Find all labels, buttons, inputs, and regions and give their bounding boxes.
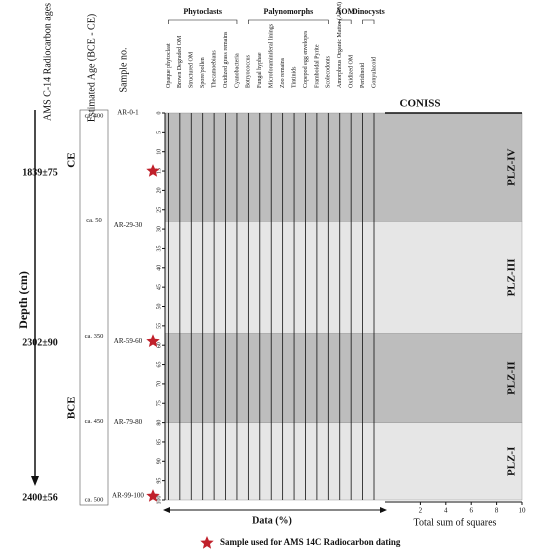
y-tick-label: 90 — [156, 458, 162, 464]
dated-sample-star — [146, 164, 160, 177]
column-label: Zoo remains — [280, 57, 286, 88]
estimated-age: ca. 450 — [85, 418, 104, 425]
group-bracket — [248, 19, 329, 24]
data-arrowhead-left — [163, 507, 170, 513]
estimated-age: ca. 50 — [86, 217, 102, 224]
data-arrowhead-right — [380, 507, 387, 513]
x-label: Data (%) — [252, 515, 292, 526]
column-label: Gonyulacoid — [371, 57, 377, 88]
y-tick-label: 45 — [156, 284, 162, 290]
x-tick-label: 4 — [444, 507, 448, 515]
y-tick-label: 15 — [156, 168, 162, 174]
y-tick-label: 20 — [156, 187, 162, 193]
sample-title: Sample no. — [118, 48, 129, 93]
zone-label: PLZ-II — [506, 361, 518, 395]
zone — [164, 221, 523, 334]
group-label: AOM — [336, 7, 356, 16]
zone-label: PLZ-IV — [506, 148, 518, 185]
sample-label: AR-0-1 — [117, 109, 139, 117]
coniss-title: CONISS — [400, 98, 441, 110]
y-tick-label: 30 — [156, 226, 162, 232]
y-tick-label: 40 — [156, 265, 162, 271]
y-tick-label: 100 — [156, 496, 162, 505]
zone — [164, 422, 523, 501]
column-label: Opaque phytoclast — [166, 43, 172, 88]
dated-sample-star — [146, 334, 160, 347]
estimated-age: ca. 400 — [85, 112, 104, 119]
column-label: Cyanobacteria — [234, 53, 240, 88]
group-bracket — [339, 19, 352, 24]
group-label: Phytoclasts — [183, 7, 222, 16]
column-label: Peridinoid — [360, 63, 366, 88]
sample-label: AR-59-60 — [114, 337, 143, 345]
y-tick-label: 80 — [156, 420, 162, 426]
era-label: CE — [66, 152, 78, 167]
x-tick-label: 2 — [419, 507, 423, 515]
y-tick-label: 50 — [156, 304, 162, 310]
sample-label: AR-99-100 — [112, 492, 144, 500]
column-label: Fungal hyphae — [257, 52, 263, 88]
dated-sample-star — [146, 489, 160, 502]
y-tick-label: 60 — [156, 342, 162, 348]
column-label: Microforaminiferal linings — [268, 23, 275, 88]
age-label: 1839±75 — [22, 167, 58, 178]
estimated-age: ca. 350 — [85, 333, 104, 340]
age-axis-title: AMS C-14 Radiocarbon ages — [42, 3, 53, 121]
column-label: Structured OM — [189, 51, 195, 88]
estimated-age-title: Estimated Age (BCE - CE) — [86, 14, 97, 122]
y-tick-label: 85 — [156, 439, 162, 445]
y-tick-label: 0 — [156, 112, 162, 115]
y-tick-label: 95 — [156, 478, 162, 484]
age-label: 2302±90 — [22, 338, 58, 349]
y-tick-label: 65 — [156, 362, 162, 368]
column-label: Oxidized grass remains — [223, 31, 229, 88]
column-label: Tintinids — [291, 66, 297, 88]
column-label: Amorphous Organic Matter (AOM) — [336, 2, 343, 88]
legend-label: Sample used for AMS 14C Radiocarbon dati… — [220, 537, 401, 547]
era-label: BCE — [66, 396, 78, 419]
y-tick-label: 75 — [156, 400, 162, 406]
zone-label: PLZ-III — [506, 259, 518, 297]
column-label: Thecamoebians — [211, 50, 217, 88]
sample-label: AR-29-30 — [114, 221, 143, 229]
group-label: Palynomorphs — [263, 7, 313, 16]
sample-label: AR-79-80 — [114, 418, 143, 426]
column-label: Botryococcus — [246, 54, 252, 88]
zone — [164, 333, 523, 423]
age-label: 2400±56 — [22, 492, 58, 503]
column-label: Framboidal Pyrite — [314, 44, 320, 88]
column-label: Oxidized OM — [349, 54, 355, 88]
y-tick-label: 25 — [156, 207, 162, 213]
legend-star — [200, 536, 214, 549]
depth-arrowhead — [31, 476, 39, 486]
group-label: Dinocysts — [352, 7, 385, 16]
depth-label: Depth (cm) — [16, 271, 30, 329]
zone — [164, 112, 523, 222]
zone-label: PLZ-I — [506, 447, 518, 476]
x-tick-label: 10 — [519, 507, 527, 515]
y-tick-label: 5 — [156, 131, 162, 134]
column-label: Brown Degraded OM — [177, 35, 183, 88]
x-tick-label: 6 — [469, 507, 473, 515]
coniss-xlabel: Total sum of squares — [414, 517, 497, 528]
column-label: Scolecodonts — [326, 55, 332, 88]
estimated-age: ca. 500 — [85, 496, 104, 503]
group-bracket — [362, 19, 375, 24]
column-label: Spore/pollen — [200, 57, 206, 88]
y-tick-label: 55 — [156, 323, 162, 329]
x-tick-label: 8 — [495, 507, 499, 515]
y-tick-label: 10 — [156, 149, 162, 155]
y-tick-label: 70 — [156, 381, 162, 387]
group-bracket — [168, 19, 238, 24]
column-label: Copepod egg envelopes — [303, 30, 309, 88]
age-box — [79, 109, 109, 506]
y-tick-label: 35 — [156, 245, 162, 251]
